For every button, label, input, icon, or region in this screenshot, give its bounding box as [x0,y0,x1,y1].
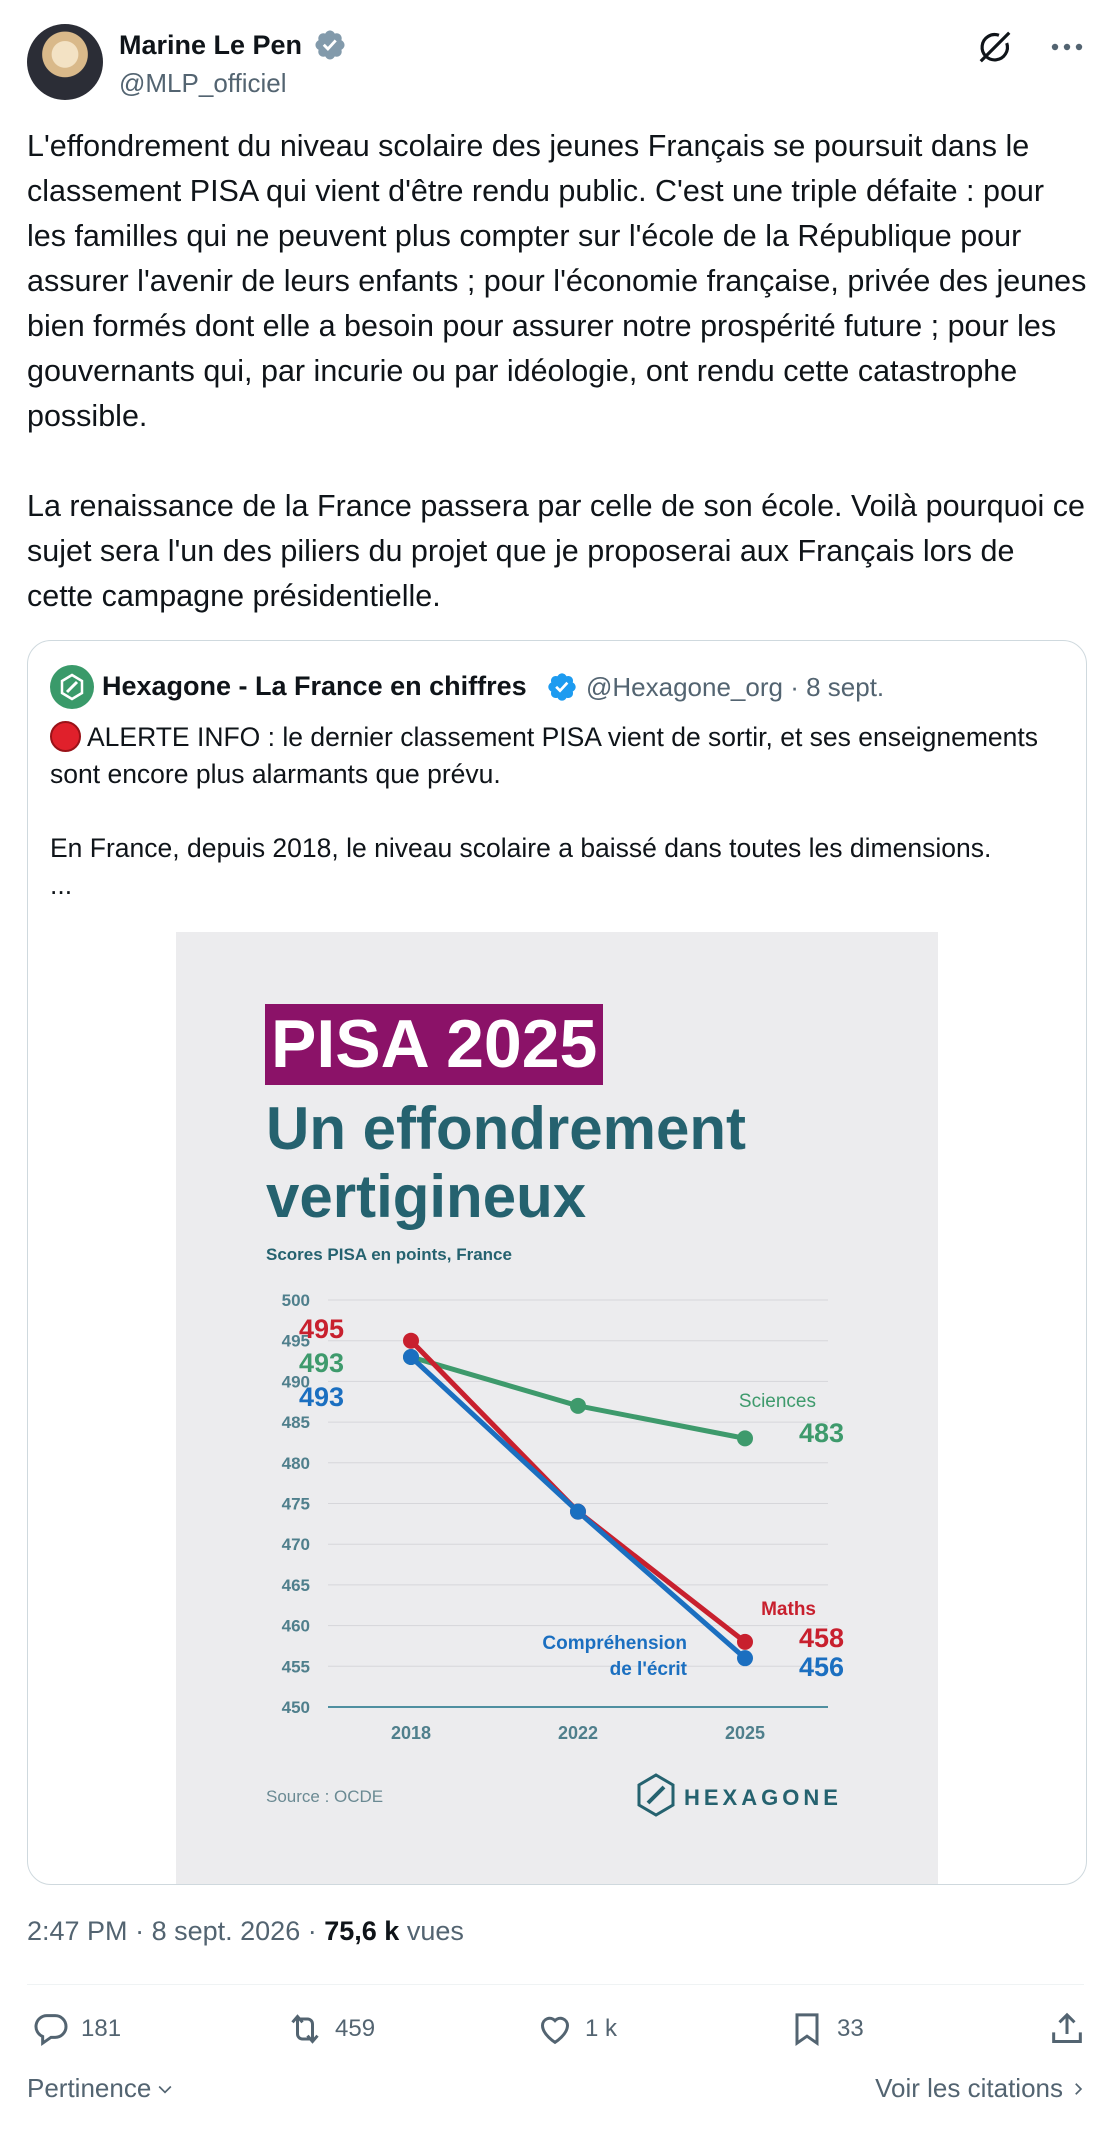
meta-separator: · [307,1916,317,1946]
like-count: 1 k [585,2015,618,2042]
author-avatar[interactable] [27,24,103,100]
action-bar: 181 459 1 k 33 [27,2003,1087,2055]
quote-separator: · [790,672,799,702]
annotation-start-reading: 493 [299,1382,344,1412]
x-tick-label: 2025 [725,1723,765,1743]
tweet-text: L'effondrement du niveau scolaire des je… [27,129,1087,613]
headline-line2: vertigineux [266,1163,587,1230]
share-icon [1052,2012,1082,2043]
pisa-line-chart: Scores PISA en points, France 5004954904… [266,1245,844,1817]
share-button[interactable] [1047,2003,1087,2055]
quote-date[interactable]: 8 sept. [806,672,885,702]
tweet-date[interactable]: 8 sept. 2026 [151,1916,301,1946]
annotation-end-sciences: 483 [799,1418,844,1448]
y-tick-label: 450 [282,1698,310,1717]
views-count: 75,6 k [324,1916,400,1946]
quote-text-line2: En France, depuis 2018, le niveau scolai… [50,833,992,863]
tweet-meta: 2:47 PM · 8 sept. 2026 · 75,6 k vues [27,1916,464,1947]
data-point [737,1430,753,1447]
annotation-label-reading-2: de l'écrit [610,1659,688,1680]
sort-replies-dropdown[interactable]: Pertinence [27,2073,175,2104]
chevron-down-icon [158,2085,172,2094]
series-line [410,1354,746,1441]
data-point [570,1397,586,1414]
image-source: Source : OCDE [266,1787,383,1806]
y-tick-label: 485 [282,1413,310,1432]
y-tick-label: 465 [282,1576,310,1595]
chart-ylabel: Scores PISA en points, France [266,1245,512,1264]
x-tick-label: 2022 [558,1723,598,1743]
quote-avatar[interactable] [50,665,94,709]
image-brand: HEXAGONE [684,1785,842,1810]
tweet-header: Marine Le Pen @MLP_officiel [27,24,1084,104]
grok-icon[interactable] [976,28,1014,66]
reply-button[interactable]: 181 [31,2003,121,2055]
quoted-tweet[interactable]: Hexagone - La France en chiffres @Hexago… [27,640,1087,1885]
data-point [570,1503,586,1520]
divider [27,1984,1084,1985]
annotation-label-sciences: Sciences [739,1391,816,1412]
data-point [737,1633,753,1650]
verified-badge-icon [315,30,345,60]
y-tick-label: 495 [282,1332,310,1351]
meta-separator: · [135,1916,145,1946]
y-tick-label: 480 [282,1454,310,1473]
annotation-end-reading: 456 [799,1652,844,1682]
repost-icon [291,2014,319,2044]
bookmark-count: 33 [837,2015,864,2042]
repost-button[interactable]: 459 [285,2003,375,2055]
annotation-start-maths: 495 [299,1314,344,1344]
reply-count: 181 [81,2015,122,2042]
data-point [737,1650,753,1667]
quote-text: ALERTE INFO : le dernier classement PISA… [50,719,1070,904]
more-options-icon[interactable] [1050,42,1084,52]
views-label: vues [406,1916,464,1946]
data-point [403,1332,419,1349]
image-headline: Un effondrement vertigineux [266,1095,906,1231]
y-tick-label: 490 [282,1372,310,1391]
bookmark-icon [795,2013,819,2047]
y-tick-label: 470 [282,1535,310,1554]
data-point [403,1348,419,1365]
annotation-label-maths: Maths [761,1599,816,1620]
repost-count: 459 [335,2015,376,2042]
hexagone-brand-icon [637,1773,675,1817]
annotation-label-reading-1: Compréhension [542,1633,687,1654]
sort-label: Pertinence [27,2073,152,2103]
heart-icon [540,2016,570,2045]
y-tick-label: 460 [282,1617,310,1636]
quote-text-line1: ALERTE INFO : le dernier classement PISA… [50,722,1046,789]
verified-badge-icon [548,673,576,701]
bookmark-button[interactable]: 33 [787,2003,864,2055]
chevron-right-icon [1075,2082,1083,2095]
pisa-title: PISA 2025 [265,1004,604,1085]
y-tick-label: 455 [282,1657,310,1676]
author-handle[interactable]: @MLP_officiel [119,68,287,98]
headline-line1: Un effondrement [266,1095,746,1162]
x-tick-label: 2018 [391,1723,431,1743]
view-quotes-link[interactable]: Voir les citations [875,2073,1087,2104]
author-name[interactable]: Marine Le Pen [119,30,303,60]
quote-meta: @Hexagone_org · 8 sept. [586,672,884,703]
like-button[interactable]: 1 k [535,2003,617,2055]
hexagone-logo-icon [60,673,84,701]
tweet-time[interactable]: 2:47 PM [27,1916,128,1946]
annotation-end-maths: 458 [799,1623,844,1653]
reply-icon [34,2014,68,2047]
quote-author-name[interactable]: Hexagone - La France en chiffres [102,671,527,701]
red-circle-icon [50,721,81,752]
series-line [409,1338,747,1644]
annotation-start-sciences: 493 [299,1348,344,1378]
quote-ellipsis: ... [50,870,73,900]
quotes-link-label: Voir les citations [875,2073,1063,2103]
quote-image[interactable]: PISA 2025 Un effondrement vertigineux Sc… [176,932,938,1884]
y-tick-label: 475 [282,1495,310,1514]
quote-handle[interactable]: @Hexagone_org [586,672,783,702]
y-tick-label: 500 [282,1291,310,1310]
